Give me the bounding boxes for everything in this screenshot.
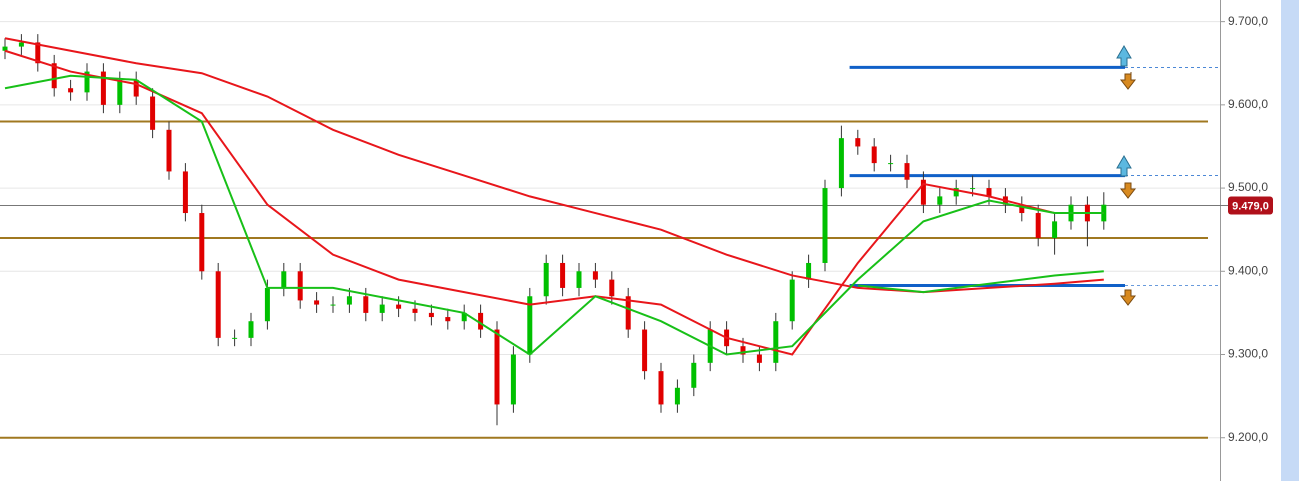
candle-body [1035, 213, 1041, 239]
candle-body [84, 71, 90, 93]
candle-body [445, 317, 451, 322]
candle-body [35, 42, 41, 64]
candle-body [773, 321, 779, 363]
candle-body [937, 196, 943, 205]
candle-body [970, 188, 976, 190]
candle-body [117, 79, 123, 105]
candle-body [428, 312, 434, 318]
candle-body [396, 304, 402, 309]
alert-down[interactable] [1119, 182, 1137, 199]
y-tick-label: 9.500,0 [1228, 180, 1268, 194]
candle-body [346, 296, 352, 305]
candle-body [379, 304, 385, 313]
candle-body [2, 46, 8, 51]
candle-body [904, 163, 910, 180]
y-tick-label: 9.600,0 [1228, 97, 1268, 111]
candle-body [543, 262, 549, 297]
candle-body [576, 271, 582, 288]
candle-body [789, 279, 795, 322]
candle-body [986, 188, 992, 197]
last-price-label: 9.479,0 [1232, 200, 1269, 212]
y-tick-label: 9.300,0 [1228, 347, 1268, 361]
candle-body [560, 262, 566, 288]
candle-body [51, 63, 57, 89]
candle-body [592, 271, 598, 280]
candle-body [888, 163, 894, 165]
moving-average [857, 270, 1104, 294]
candle-body [478, 312, 484, 330]
candle-body [625, 296, 631, 330]
candle-body [232, 337, 238, 339]
candle-body [264, 287, 270, 322]
candle-body [510, 354, 516, 405]
candle-body [806, 262, 812, 280]
y-tick-label: 9.200,0 [1228, 430, 1268, 444]
y-tick-label: 9.400,0 [1228, 263, 1268, 277]
candle-body [166, 129, 172, 172]
moving-average [4, 49, 1104, 356]
candle-body [855, 138, 861, 147]
candle-body [609, 279, 615, 297]
candle-body [838, 138, 844, 189]
candle-body [740, 346, 746, 355]
alert-down[interactable] [1119, 289, 1137, 306]
candle-body [822, 188, 828, 263]
candle-body [1052, 221, 1058, 239]
candle-body [330, 304, 336, 306]
candle-body [527, 296, 533, 355]
moving-average [4, 74, 1104, 356]
candle-body [314, 300, 320, 305]
candle-body [642, 329, 648, 372]
candle-body [658, 371, 664, 405]
candle-body [756, 354, 762, 363]
alert-up[interactable] [1116, 45, 1132, 67]
candle-body [494, 329, 500, 405]
last-price-tag: 9.479,0 [1228, 196, 1273, 215]
candle-body [248, 321, 254, 338]
candle-body [363, 296, 369, 313]
y-tick-label: 9.700,0 [1228, 14, 1268, 28]
alert-up[interactable] [1116, 155, 1132, 177]
candle-body [297, 271, 303, 301]
candle-body [199, 213, 205, 272]
candle-body [1019, 204, 1025, 214]
candle-body [412, 308, 418, 313]
candle-body [215, 271, 221, 338]
candle-body [133, 79, 139, 97]
candle-body [871, 146, 877, 164]
candle-body [182, 171, 188, 214]
candle-body [18, 42, 24, 47]
candle-body [281, 271, 287, 288]
candle-body [150, 96, 156, 130]
candle-body [461, 312, 467, 322]
candle-body [691, 362, 697, 388]
side-strip [1281, 0, 1299, 481]
alert-down[interactable] [1119, 72, 1137, 90]
candle-body [100, 71, 106, 105]
candle-body [68, 88, 74, 93]
candle-body [674, 387, 680, 405]
alert-icons [1116, 45, 1137, 306]
candle-body [953, 188, 959, 197]
last-price-box [1228, 196, 1273, 215]
candle-body [920, 179, 926, 205]
